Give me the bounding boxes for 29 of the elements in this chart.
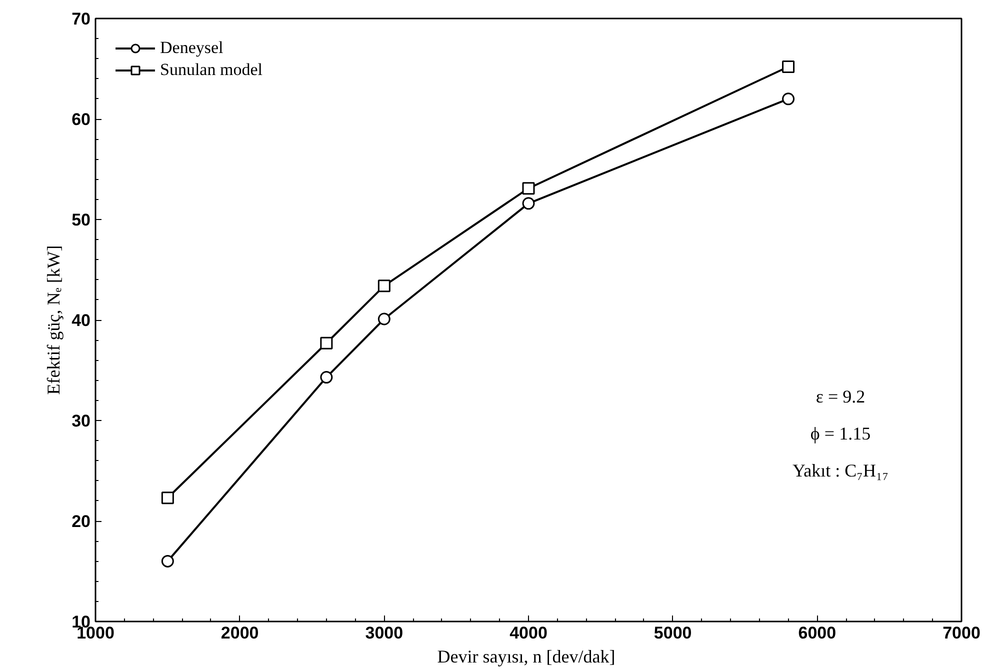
x-tick-label: 4000 (510, 624, 548, 642)
annotation: ε = 9.2 (816, 386, 866, 406)
y-tick-label: 40 (72, 311, 91, 330)
point (378, 312, 390, 326)
x-tick-label: 5000 (654, 624, 692, 642)
annotation: Yakıt : C₇H₁₇ (792, 460, 889, 480)
point (320, 336, 333, 350)
x-tick-label: 6000 (798, 624, 836, 642)
y-axis-title: Efektif güç, Nₑ [kW] (44, 245, 64, 395)
y-tick-label: 20 (72, 512, 91, 531)
point (782, 60, 795, 73)
point (161, 554, 174, 568)
x-tick-label: 2000 (220, 624, 259, 642)
x-axis-title: Devir sayısı, n [dev/dak] (437, 646, 616, 666)
point (378, 280, 390, 292)
y-tick-label: 30 (72, 412, 91, 430)
point (320, 371, 333, 384)
y-tick-label: 60 (72, 110, 91, 129)
x-tick-label: 3000 (365, 624, 404, 642)
y-tick-label: 70 (72, 10, 91, 28)
x-tick-label: 7000 (942, 624, 980, 642)
point (782, 92, 795, 106)
point (522, 197, 535, 210)
y-tick-label: 50 (72, 210, 91, 230)
point (522, 182, 535, 195)
point (161, 492, 174, 504)
legend-label: Sunulan model (160, 60, 262, 80)
legend-label: Deneysel (160, 38, 224, 58)
annotation: ϕ = 1.15 (810, 424, 871, 444)
